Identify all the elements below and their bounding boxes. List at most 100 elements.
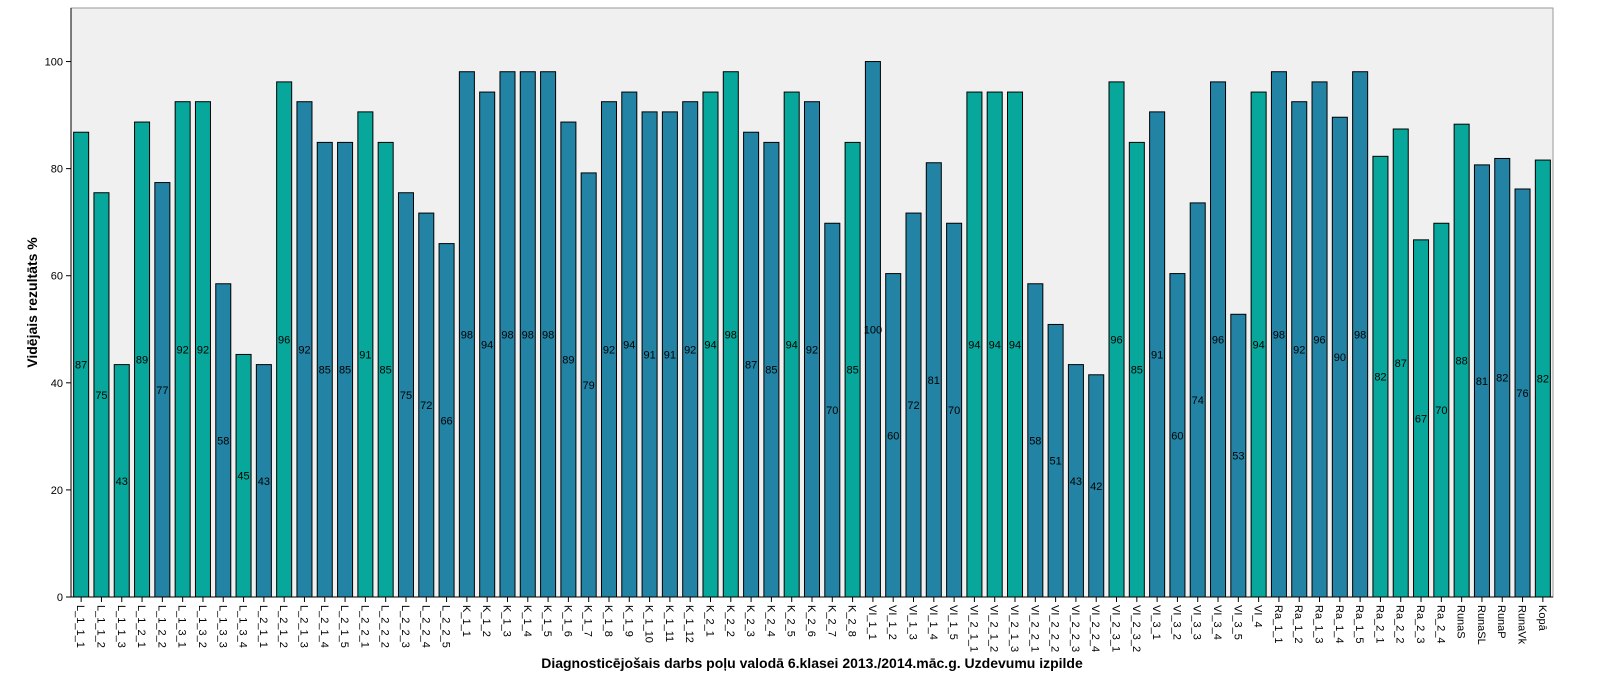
bar	[1473, 164, 1490, 598]
x-tick-label: Ra_2_1	[1373, 605, 1385, 644]
bar	[1230, 313, 1247, 598]
bar-value-label: 43	[116, 476, 128, 488]
x-tick-label: L_2_1_5	[338, 605, 350, 648]
bar-value-label: 92	[603, 344, 615, 356]
bar-value-label: 60	[887, 430, 899, 442]
x-tick-label: K_1_9	[622, 605, 634, 637]
y-axis-title: Vidējais rezultāts %	[24, 237, 40, 368]
x-tick-label: VI_3_3	[1191, 605, 1203, 640]
bar	[276, 81, 293, 598]
bar-value-label: 82	[1537, 374, 1549, 386]
x-tick-label: K_2_1	[703, 605, 715, 637]
y-tick-label: 60	[51, 271, 63, 283]
bar-value-label: 98	[1354, 329, 1366, 341]
bar-value-label: 89	[562, 355, 574, 367]
x-tick-label: VI_2_2_3	[1069, 605, 1081, 652]
x-tick-label: L_2_1_4	[318, 605, 330, 648]
x-tick-label: L_2_2_3	[399, 605, 411, 648]
bar-value-label: 75	[95, 390, 107, 402]
bar	[1189, 202, 1206, 598]
x-tick-label: K_1_6	[561, 605, 573, 637]
x-tick-label: K_1_7	[582, 605, 594, 637]
bar-value-label: 92	[684, 344, 696, 356]
bar-value-label: 91	[1151, 349, 1163, 361]
bar	[661, 111, 678, 598]
bar-value-label: 72	[907, 400, 919, 412]
bar	[803, 101, 821, 598]
x-tick-label: VI_2_3_1	[1110, 605, 1122, 652]
y-axis: 0 20 40 60 80 100	[45, 8, 72, 604]
x-tick-label: K_2_2	[724, 605, 736, 637]
bar	[1352, 71, 1369, 598]
bar	[702, 91, 719, 598]
x-tick-label: VI_3_2	[1170, 605, 1182, 640]
bar	[1210, 81, 1227, 598]
bar-value-label: 92	[1293, 344, 1305, 356]
bar-value-label: 98	[522, 329, 534, 341]
bar	[1128, 141, 1145, 598]
bar	[580, 172, 597, 598]
bar-value-label: 67	[1415, 413, 1427, 425]
bar-value-label: 85	[846, 365, 858, 377]
x-tick-label: K_2_6	[805, 605, 817, 637]
bar-value-label: 82	[1374, 372, 1386, 384]
x-tick-label: VI_3_1	[1150, 605, 1162, 640]
bar-value-label: 91	[664, 349, 676, 361]
x-tick-label: VI_4	[1252, 605, 1264, 628]
bar-value-label: 42	[1090, 481, 1102, 493]
x-tick-label: Ra_1_3	[1313, 605, 1325, 644]
bar-value-label: 94	[481, 340, 493, 352]
x-tick-label: Ra_1_2	[1292, 605, 1304, 644]
bar-value-label: 92	[177, 344, 189, 356]
bar	[458, 71, 475, 598]
x-tick-label: VI_1_2	[886, 605, 898, 640]
x-tick-label: L_1_3_2	[196, 605, 208, 648]
x-tick-label: K_1_5	[541, 605, 553, 637]
bar-value-label: 94	[786, 340, 798, 352]
x-tick-label: L_2_2_4	[419, 605, 431, 648]
x-tick-label: L_2_2_1	[358, 605, 370, 648]
x-tick-label: L_2_1_2	[277, 605, 289, 648]
bar-value-label: 89	[136, 355, 148, 367]
bar	[824, 222, 841, 598]
bar-value-label: 75	[400, 390, 412, 402]
x-axis-title: Diagnosticējošais darbs poļu valodā 6.kl…	[541, 655, 1083, 671]
bar	[73, 131, 90, 598]
x-tick-label: VI_1_1	[866, 605, 878, 640]
bar-value-label: 94	[623, 340, 635, 352]
bar-value-label: 74	[1192, 395, 1204, 407]
x-tick-label: K_1_10	[643, 605, 655, 643]
bar-value-label: 81	[928, 375, 940, 387]
x-axis: L_1_1_1 L_1_1_2 L_1_1_3 L_1_2_1 L_1_2_2 L_1_3…	[71, 596, 1553, 652]
x-tick-label: K_1_1	[460, 605, 472, 637]
bar-value-label: 94	[968, 340, 980, 352]
bar-value-label: 76	[1516, 388, 1528, 400]
bar	[1047, 323, 1064, 598]
x-tick-label: RunaP	[1495, 605, 1507, 639]
bar	[377, 141, 394, 598]
x-tick-label: Kopā	[1536, 605, 1548, 632]
bar-value-label: 91	[643, 349, 655, 361]
bar	[255, 364, 272, 598]
bar	[925, 162, 942, 598]
x-tick-label: L_1_1_1	[74, 605, 86, 648]
bar-value-label: 92	[197, 344, 209, 356]
bar	[357, 111, 374, 598]
bar	[113, 364, 130, 598]
bar-value-label: 96	[1110, 334, 1122, 346]
y-tick-label: 100	[45, 57, 63, 69]
bar	[885, 273, 902, 598]
x-tick-label: K_2_3	[744, 605, 756, 637]
bar	[93, 192, 110, 598]
bar	[1027, 283, 1044, 598]
bar	[1270, 71, 1287, 598]
bar	[1534, 159, 1551, 598]
x-tick-label: VI_2_2_2	[1049, 605, 1061, 652]
bar-value-label: 87	[745, 360, 757, 372]
bar-value-label: 100	[864, 324, 882, 336]
bar	[600, 101, 617, 598]
x-tick-label: L_2_2_2	[379, 605, 391, 648]
bar-value-label: 94	[704, 340, 716, 352]
bar	[499, 71, 516, 598]
bar	[1514, 188, 1531, 598]
